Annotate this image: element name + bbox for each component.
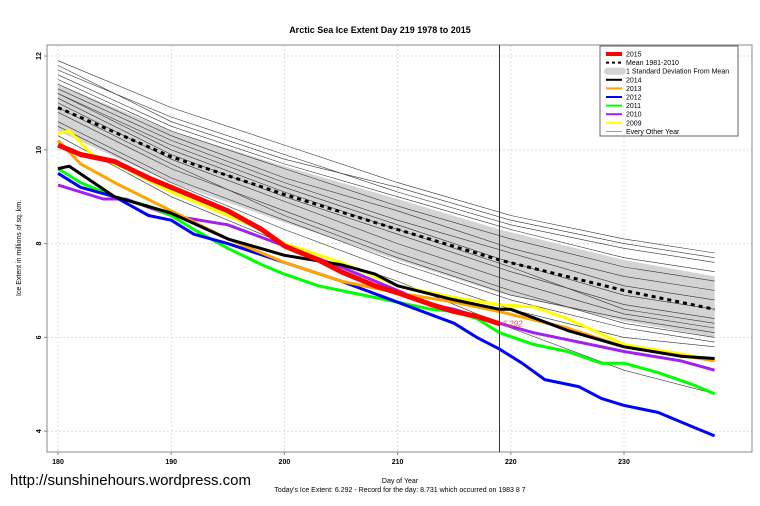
plot-frame xyxy=(46,44,753,453)
other-year-line xyxy=(57,97,715,319)
series-line-2014 xyxy=(57,164,715,360)
y-axis-label: Ice Extent in millions of sq. km. xyxy=(16,200,23,296)
other-year-line xyxy=(57,126,715,348)
legend-label: 2014 xyxy=(626,77,642,84)
other-year-line xyxy=(57,102,715,329)
y-tick-label: 6 xyxy=(36,335,43,339)
series-line-2015 xyxy=(57,142,501,327)
y-tick-label: 12 xyxy=(36,52,43,60)
current-value-annotation: 6.292 xyxy=(502,320,523,329)
legend-label: 2011 xyxy=(626,103,641,110)
series-line-2012 xyxy=(57,172,716,438)
legend-box xyxy=(599,45,739,137)
watermark-url: http://sunshinehours.wordpress.com xyxy=(10,472,251,489)
x-axis-label: Day of Year xyxy=(382,478,419,485)
legend-label: 1 Standard Deviation From Mean xyxy=(626,69,729,76)
axes: 180 190 200 210 220 230 4 6 8 10 12 xyxy=(36,44,753,466)
legend-label: Every Other Year xyxy=(626,129,680,136)
other-year-line xyxy=(57,79,715,282)
chart-subtitle: Today's Ice Extent: 6.292 - Record for t… xyxy=(274,487,525,494)
other-year-line xyxy=(57,60,715,254)
other-year-line xyxy=(57,121,715,343)
x-tick-label: 200 xyxy=(279,459,291,466)
legend-label: 2012 xyxy=(626,95,642,102)
other-year-line xyxy=(57,83,715,291)
other-year-line xyxy=(57,93,715,310)
legend-label: 2015 xyxy=(626,52,642,59)
series xyxy=(56,129,716,438)
other-years xyxy=(57,60,715,394)
other-year-line xyxy=(57,69,715,263)
other-year-line xyxy=(57,65,715,258)
other-year-line xyxy=(57,88,715,301)
x-tick-label: 230 xyxy=(618,459,630,466)
x-tick-label: 220 xyxy=(505,459,517,466)
x-tick-label: 180 xyxy=(52,459,64,466)
other-year-line xyxy=(57,74,715,272)
y-tick-label: 4 xyxy=(36,429,43,433)
other-year-line xyxy=(57,135,715,394)
series-line-2011 xyxy=(57,167,716,396)
legend-label: Mean 1981-2010 xyxy=(626,60,679,67)
mean-line xyxy=(57,106,715,311)
series-line-2013 xyxy=(56,139,715,363)
legend-label: 2010 xyxy=(626,112,642,119)
y-tick-label: 10 xyxy=(36,146,43,154)
other-year-line xyxy=(57,107,715,333)
other-year-line xyxy=(57,112,715,338)
x-tick-label: 190 xyxy=(165,459,177,466)
legend-swatch xyxy=(604,67,626,75)
x-tick-label: 210 xyxy=(392,459,404,466)
legend-label: 2009 xyxy=(626,120,642,127)
mean-series-line xyxy=(57,106,715,311)
chart-title: Arctic Sea Ice Extent Day 219 1978 to 20… xyxy=(289,25,471,35)
legend-label: 2013 xyxy=(626,86,642,93)
y-tick-label: 8 xyxy=(36,242,43,246)
